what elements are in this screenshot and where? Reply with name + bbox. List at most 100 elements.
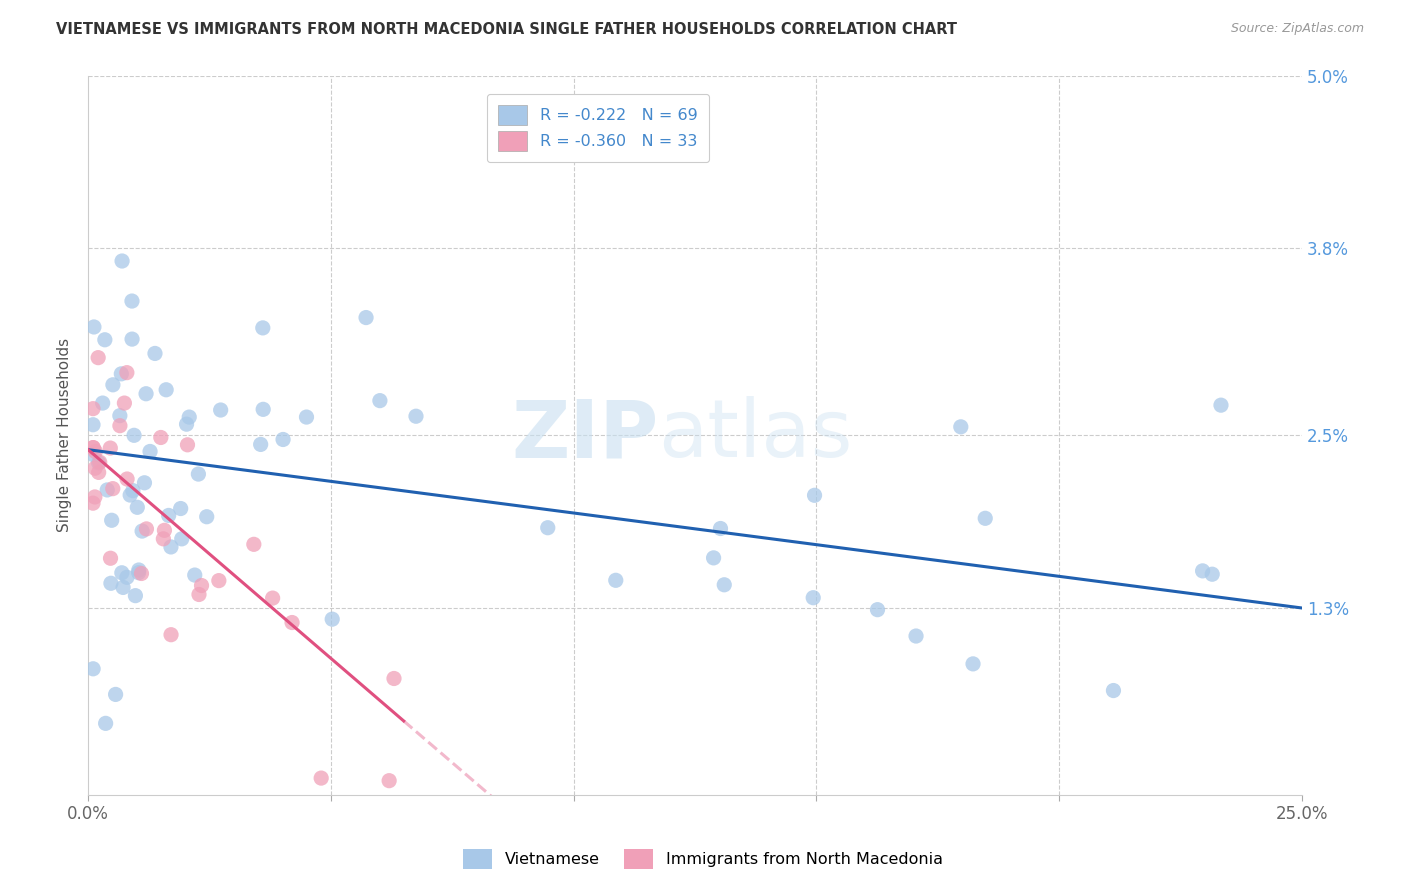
Point xyxy=(111,254,134,268)
Point xyxy=(354,310,377,325)
Point xyxy=(84,444,107,458)
Point xyxy=(160,540,183,554)
Point xyxy=(91,396,114,410)
Point xyxy=(111,566,134,580)
Point xyxy=(703,550,725,565)
Point xyxy=(170,501,193,516)
Point xyxy=(121,332,143,346)
Point xyxy=(96,483,118,497)
Legend: R = -0.222   N = 69, R = -0.360   N = 33: R = -0.222 N = 69, R = -0.360 N = 33 xyxy=(486,95,709,162)
Point xyxy=(94,716,117,731)
Point xyxy=(962,657,984,671)
Point xyxy=(243,537,266,551)
Point xyxy=(155,383,177,397)
Point xyxy=(83,448,105,462)
Point xyxy=(87,466,110,480)
Point xyxy=(82,417,104,432)
Point xyxy=(209,403,232,417)
Point xyxy=(190,578,212,592)
Point xyxy=(83,320,105,334)
Point xyxy=(252,402,274,417)
Point xyxy=(82,662,104,676)
Point xyxy=(368,393,391,408)
Point xyxy=(120,488,142,502)
Text: VIETNAMESE VS IMMIGRANTS FROM NORTH MACEDONIA SINGLE FATHER HOUSEHOLDS CORRELATI: VIETNAMESE VS IMMIGRANTS FROM NORTH MACE… xyxy=(56,22,957,37)
Point xyxy=(100,576,122,591)
Point xyxy=(382,672,405,686)
Point xyxy=(115,472,138,486)
Point xyxy=(149,430,172,444)
Point xyxy=(537,521,560,535)
Point xyxy=(101,482,124,496)
Point xyxy=(82,401,104,416)
Point xyxy=(249,437,271,451)
Point xyxy=(135,522,157,536)
Point xyxy=(157,508,180,523)
Y-axis label: Single Father Households: Single Father Households xyxy=(58,338,72,533)
Point xyxy=(110,367,132,381)
Point xyxy=(271,433,294,447)
Point xyxy=(187,467,209,481)
Point xyxy=(94,333,117,347)
Point xyxy=(83,490,105,504)
Point xyxy=(176,417,198,432)
Point xyxy=(801,591,824,605)
Point xyxy=(128,563,150,577)
Text: atlas: atlas xyxy=(658,396,853,475)
Point xyxy=(713,578,735,592)
Text: Source: ZipAtlas.com: Source: ZipAtlas.com xyxy=(1230,22,1364,36)
Legend: Vietnamese, Immigrants from North Macedonia: Vietnamese, Immigrants from North Macedo… xyxy=(457,843,949,875)
Point xyxy=(179,410,201,425)
Text: ZIP: ZIP xyxy=(512,396,658,475)
Point xyxy=(131,566,153,581)
Point xyxy=(100,551,122,566)
Point xyxy=(170,532,193,546)
Point xyxy=(89,455,111,469)
Point xyxy=(1209,398,1232,412)
Point xyxy=(905,629,928,643)
Point xyxy=(112,581,135,595)
Point xyxy=(82,441,104,455)
Point xyxy=(949,420,972,434)
Point xyxy=(153,524,176,538)
Point xyxy=(98,441,121,455)
Point xyxy=(122,428,145,442)
Point xyxy=(121,294,143,309)
Point xyxy=(139,444,162,458)
Point xyxy=(1201,567,1223,582)
Point xyxy=(134,475,156,490)
Point xyxy=(803,488,825,502)
Point xyxy=(122,483,145,498)
Point xyxy=(184,568,207,582)
Point xyxy=(127,500,149,515)
Point xyxy=(176,438,198,452)
Point xyxy=(108,418,131,433)
Point xyxy=(281,615,304,630)
Point xyxy=(709,521,731,535)
Point xyxy=(87,456,110,470)
Point xyxy=(124,589,146,603)
Point xyxy=(295,410,318,425)
Point xyxy=(208,574,231,588)
Point xyxy=(84,461,107,475)
Point xyxy=(112,396,135,410)
Point xyxy=(128,566,150,580)
Point xyxy=(82,496,104,510)
Point xyxy=(104,687,127,701)
Point xyxy=(195,509,218,524)
Point xyxy=(115,366,138,380)
Point xyxy=(309,771,332,785)
Point xyxy=(100,513,122,527)
Point xyxy=(160,628,183,642)
Point xyxy=(188,587,211,601)
Point xyxy=(131,524,153,538)
Point xyxy=(82,441,104,455)
Point xyxy=(405,409,427,424)
Point xyxy=(1191,564,1213,578)
Point xyxy=(262,591,284,606)
Point xyxy=(1102,683,1125,698)
Point xyxy=(152,532,174,546)
Point xyxy=(108,409,131,423)
Point xyxy=(252,321,274,335)
Point xyxy=(115,570,138,584)
